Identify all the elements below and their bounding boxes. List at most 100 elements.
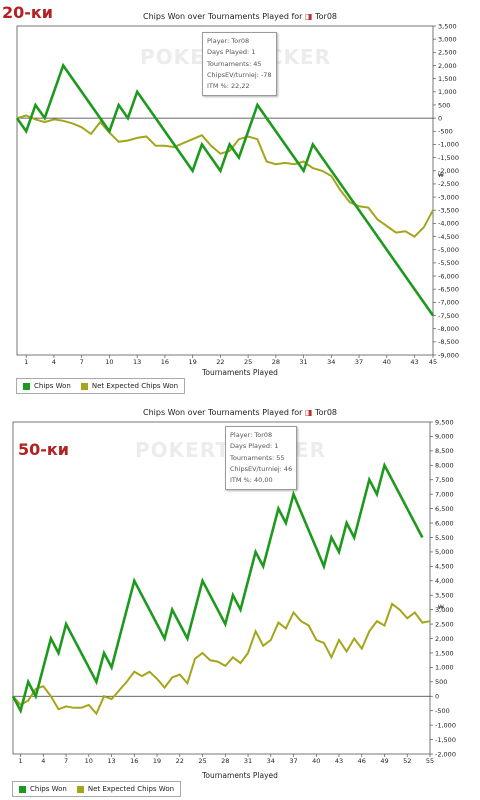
days-stat: Days Played: 1 xyxy=(230,442,279,451)
x-tick-label: 7 xyxy=(64,757,68,765)
legend-item-net-expected: Net Expected Chips Won xyxy=(80,382,179,390)
y-tick-label: -3,000 xyxy=(438,193,459,201)
x-tick-label: 10 xyxy=(85,757,93,765)
x-tick-label: 7 xyxy=(80,358,84,366)
x-tick-label: 19 xyxy=(189,358,197,366)
buyin-label: 20-ки xyxy=(2,3,53,22)
y-tick-label: 4,500 xyxy=(435,563,454,571)
y-tick-label: -7,000 xyxy=(438,299,459,307)
chart-title-text: Chips Won over Tournaments Played for xyxy=(142,408,303,417)
y-tick-label: 3,000 xyxy=(435,606,454,614)
y-tick-label: 500 xyxy=(438,101,450,109)
y-tick-label: 1,000 xyxy=(435,664,454,672)
y-tick-label: 1,000 xyxy=(438,88,457,96)
legend-swatch xyxy=(80,382,88,390)
y-tick-label: -8,500 xyxy=(438,338,459,346)
y-tick-label: 9,000 xyxy=(435,433,454,441)
days-stat: Days Played: 1 xyxy=(207,48,256,57)
stats-tooltip: Player: Tor08 Days Played: 1 Tournaments… xyxy=(225,426,298,491)
y-tick-label: -7,500 xyxy=(438,312,459,320)
legend-label: Chips Won xyxy=(30,785,67,793)
y-tick-label: 0 xyxy=(435,693,439,701)
y-tick-label: -1,000 xyxy=(435,721,456,729)
player-icon: ◨ xyxy=(305,408,313,417)
chart-panel-20: Chips Won over Tournaments Played for ◨ … xyxy=(0,3,480,394)
x-tick-label: 16 xyxy=(130,757,138,765)
x-tick-label: 49 xyxy=(380,757,388,765)
x-tick-label: 25 xyxy=(244,358,252,366)
x-axis-title: Tournaments Played xyxy=(202,368,278,377)
y-tick-label: 4,000 xyxy=(435,577,454,585)
y-tick-label: -6,000 xyxy=(438,272,459,280)
y-tick-label: -2,000 xyxy=(438,167,459,175)
y-tick-label: 3,500 xyxy=(438,22,457,30)
chart-title-player: Tor08 xyxy=(315,12,338,21)
x-tick-label: 34 xyxy=(327,358,335,366)
y-tick-label: -6,500 xyxy=(438,286,459,294)
line-chart: -2,000 -1,500 -1,000 -500 0 500 1,000 1,500 2,00… xyxy=(11,418,456,765)
x-tick-label: 40 xyxy=(312,757,320,765)
x-tick-label: 10 xyxy=(105,358,113,366)
y-tick-label: 9,500 xyxy=(435,418,454,426)
chart-panel-50: Chips Won over Tournaments Played for ◨ … xyxy=(0,400,480,800)
plot-frame xyxy=(12,421,431,755)
tournaments-stat: Tournaments: 45 xyxy=(207,59,262,68)
legend-swatch xyxy=(19,785,26,793)
x-tick-label: 1 xyxy=(24,358,28,366)
legend-swatch xyxy=(76,785,84,793)
chart-title-text: Chips Won over Tournaments Played for xyxy=(142,12,303,21)
series-line-net-expected xyxy=(12,602,431,716)
x-axis-title: Tournaments Played xyxy=(202,771,278,780)
y-tick-label: -5,000 xyxy=(438,246,459,254)
y-tick-label: -3,500 xyxy=(438,207,459,215)
chipsev-stat: ChipsEV/turniej: 46 xyxy=(230,464,293,473)
series-line-net-expected xyxy=(16,114,434,238)
x-tick-label: 43 xyxy=(410,358,418,366)
x-tick-label: 52 xyxy=(403,757,411,765)
x-tick-label: 34 xyxy=(267,757,275,765)
y-tick-label: 5,000 xyxy=(435,548,454,556)
player-icon: ◨ xyxy=(305,12,313,21)
y-tick-label: 3,000 xyxy=(438,35,457,43)
y-tick-label: -500 xyxy=(435,707,450,715)
legend-item-chips-won: Chips Won xyxy=(19,785,67,793)
y-tick-label: -2,000 xyxy=(435,750,456,758)
chipsev-stat: ChipsEV/turniej: -78 xyxy=(207,70,272,79)
chart-title: Chips Won over Tournaments Played for ◨ … xyxy=(0,12,480,21)
x-tick-label: 28 xyxy=(221,757,229,765)
series-line-chips-won xyxy=(11,461,424,715)
x-tick-label: 40 xyxy=(383,358,391,366)
x-tick-label: 37 xyxy=(289,757,297,765)
x-tick-label: 25 xyxy=(198,757,206,765)
y-tick-label: 2,000 xyxy=(438,62,457,70)
itm-stat: ITM %: 40,00 xyxy=(230,476,273,485)
itm-stat: ITM %: 22,22 xyxy=(207,82,250,91)
y-unit-symbol: ₩ xyxy=(438,605,444,611)
y-tick-label: 5,500 xyxy=(435,534,454,542)
x-tick-label: 45 xyxy=(429,358,437,366)
x-tick-label: 4 xyxy=(52,358,56,366)
y-tick-label: 8,500 xyxy=(435,447,454,455)
y-tick-label: -1,000 xyxy=(438,141,459,149)
y-tick-label: 3,500 xyxy=(435,592,454,600)
chart-legend: Chips Won Net Expected Chips Won xyxy=(12,781,182,797)
legend-label: Net Expected Chips Won xyxy=(91,382,179,390)
y-tick-label: -1,500 xyxy=(435,736,456,744)
y-tick-label: 0 xyxy=(438,114,442,122)
x-tick-label: 31 xyxy=(299,358,307,366)
legend-item-chips-won: Chips Won xyxy=(23,382,71,390)
x-tick-label: 16 xyxy=(161,358,169,366)
y-tick-label: 7,500 xyxy=(435,476,454,484)
x-tick-label: 37 xyxy=(355,358,363,366)
buyin-label: 50-ки xyxy=(18,440,69,459)
y-tick-label: 2,500 xyxy=(435,620,454,628)
legend-swatch xyxy=(23,382,30,390)
y-tick-label: 8,000 xyxy=(435,462,454,470)
x-tick-label: 43 xyxy=(335,757,343,765)
x-tick-label: 46 xyxy=(358,757,366,765)
legend-label: Chips Won xyxy=(34,382,71,390)
stats-tooltip: Player: Tor08 Days Played: 1 Tournaments… xyxy=(202,32,277,97)
player-stat: Player: Tor08 xyxy=(207,37,250,45)
y-tick-label: 500 xyxy=(435,678,447,686)
player-stat: Player: Tor08 xyxy=(230,431,273,439)
